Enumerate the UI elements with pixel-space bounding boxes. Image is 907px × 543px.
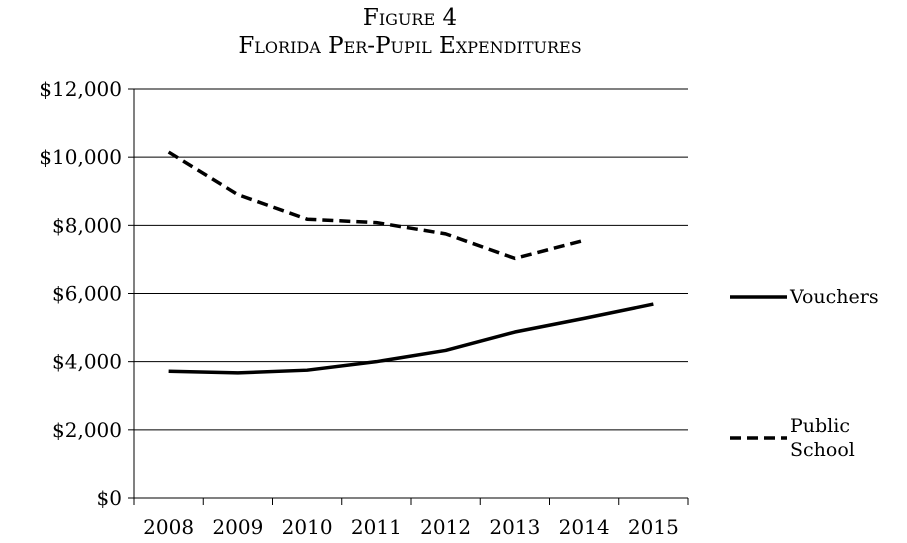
y-tick-label: $6,000 bbox=[52, 282, 122, 306]
y-tick-label: $4,000 bbox=[52, 350, 122, 374]
gridlines bbox=[134, 88, 688, 431]
legend-label-public-school: Public School bbox=[790, 415, 855, 461]
x-tick-label: 2008 bbox=[143, 515, 194, 539]
x-tick-label: 2010 bbox=[282, 515, 333, 539]
series-line-public-school bbox=[167, 150, 585, 261]
x-tick-label: 2009 bbox=[212, 515, 263, 539]
chart-title: Florida Per-Pupil Expenditures bbox=[238, 33, 582, 59]
y-tick-label: $0 bbox=[97, 486, 122, 510]
y-tick-label: $2,000 bbox=[52, 418, 122, 442]
figure-title-block: Figure 4 Florida Per-Pupil Expenditures bbox=[130, 4, 690, 60]
y-tick-label: $10,000 bbox=[39, 145, 122, 169]
y-tick-label: $12,000 bbox=[39, 77, 122, 101]
figure-label: Figure 4 bbox=[362, 5, 458, 31]
legend-label-vouchers: Vouchers bbox=[789, 286, 879, 308]
x-tick-label: 2011 bbox=[351, 515, 402, 539]
x-axis-ticks: 2008 2009 2010 2011 2012 2013 2014 2015 bbox=[133, 498, 689, 539]
x-tick-label: 2014 bbox=[559, 515, 610, 539]
y-axis-ticks: $0 $2,000 $4,000 $6,000 $8,000 $10,000 $12,000 bbox=[39, 77, 134, 510]
series-lines bbox=[167, 150, 654, 375]
series-line-vouchers bbox=[168, 302, 654, 375]
x-tick-label: 2012 bbox=[420, 515, 471, 539]
x-tick-label: 2015 bbox=[628, 515, 679, 539]
legend: Vouchers Public School bbox=[730, 286, 879, 461]
y-tick-label: $8,000 bbox=[52, 213, 122, 237]
x-tick-label: 2013 bbox=[489, 515, 540, 539]
